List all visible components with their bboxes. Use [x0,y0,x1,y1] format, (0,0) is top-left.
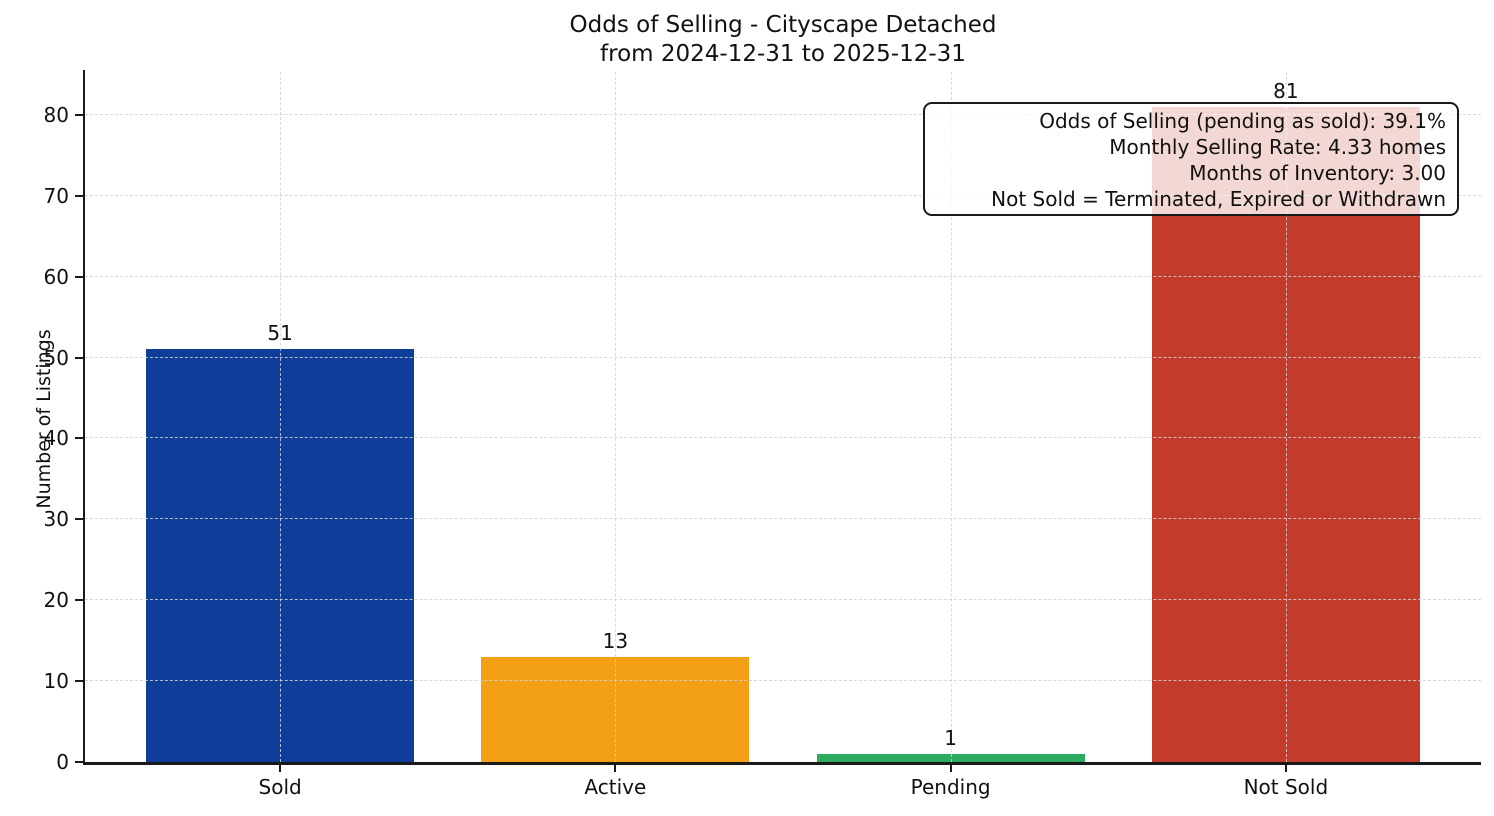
bar-pending [816,753,1085,762]
bar-sold [146,349,415,762]
value-label-active: 13 [602,628,629,653]
x-tick-label-not-sold: Not Sold [1243,775,1329,799]
chart-subtitle: from 2024-12-31 to 2025-12-31 [600,41,966,67]
chart-title-block: Odds of Selling - Cityscape Detached fro… [85,11,1481,69]
x-tick-mark-active [614,765,617,772]
y-tick-label-80: 80 [43,102,69,127]
value-label-not-sold: 81 [1273,78,1299,103]
x-tick-label-sold: Sold [258,775,302,799]
bar-active [481,656,750,762]
y-tick-mark-50 [75,356,84,359]
annotation-line-monthly-rate: Monthly Selling Rate: 4.33 homes [1109,135,1446,159]
x-tick-label-pending: Pending [910,775,991,799]
x-tick-mark-sold [279,765,282,772]
y-tick-label-40: 40 [43,426,69,451]
y-tick-label-50: 50 [43,345,69,370]
value-label-sold: 51 [267,321,293,346]
y-tick-mark-70 [75,194,84,197]
y-tick-label-10: 10 [43,669,69,694]
annotation-line-inventory: Months of Inventory: 3.00 [1189,161,1446,185]
y-tick-label-70: 70 [43,183,69,208]
x-tick-mark-not-sold [1284,765,1287,772]
value-label-pending: 1 [944,725,957,750]
x-tick-label-active: Active [584,775,647,799]
annotation-line-not-sold-definition: Not Sold = Terminated, Expired or Withdr… [991,187,1446,211]
y-tick-mark-40 [75,437,84,440]
x-axis-line [83,762,1481,765]
x-tick-mark-pending [949,765,952,772]
y-tick-label-60: 60 [43,264,69,289]
y-tick-mark-80 [75,113,84,116]
y-tick-mark-60 [75,275,84,278]
y-tick-label-30: 30 [43,507,69,532]
y-tick-mark-10 [75,680,84,683]
y-tick-mark-0 [75,761,84,763]
y-tick-mark-20 [75,599,84,602]
y-axis-label: Number of Listings [33,329,55,509]
y-axis-line [83,70,85,764]
annotation-line-odds: Odds of Selling (pending as sold): 39.1% [1039,109,1446,133]
y-tick-mark-30 [75,518,84,521]
y-tick-label-20: 20 [43,588,69,613]
annotation-box: Odds of Selling (pending as sold): 39.1%… [923,102,1459,216]
chart-title: Odds of Selling - Cityscape Detached [569,12,997,38]
y-tick-label-0: 0 [56,750,69,774]
